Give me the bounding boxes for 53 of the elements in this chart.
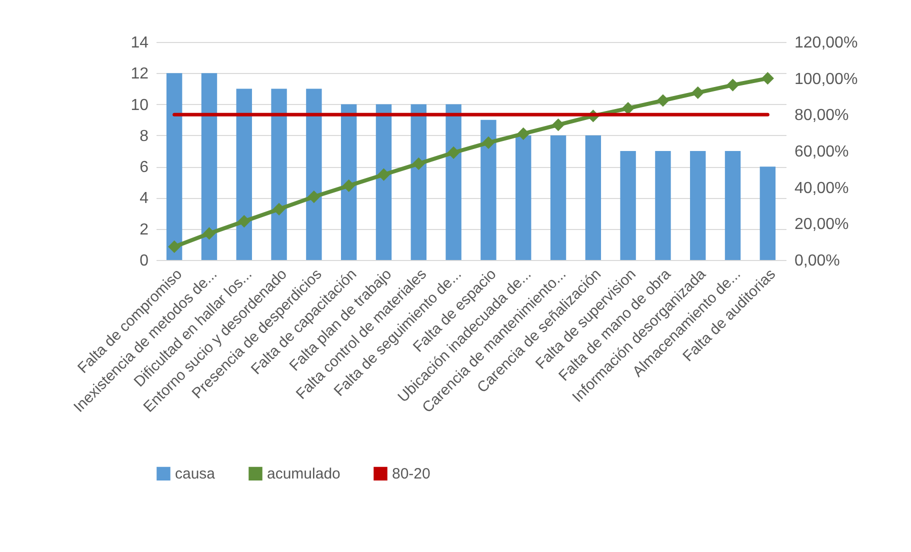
point bbox=[517, 128, 530, 140]
bar bbox=[516, 135, 532, 260]
point bbox=[482, 136, 494, 149]
point bbox=[238, 215, 250, 228]
bar bbox=[585, 135, 602, 260]
bar bbox=[376, 104, 392, 260]
legend-label: 80-20 bbox=[392, 466, 430, 483]
point bbox=[762, 72, 774, 84]
y-tick-label: 6 bbox=[140, 159, 149, 176]
y2-tick-label: 40,00% bbox=[794, 180, 849, 197]
y2-tick-label: 80,00% bbox=[794, 107, 849, 124]
bar bbox=[271, 88, 287, 260]
legend-label: acumulado bbox=[267, 466, 340, 483]
point bbox=[622, 102, 634, 114]
y2-tick-label: 100,00% bbox=[794, 70, 858, 88]
point bbox=[692, 86, 704, 99]
y-tick-label: 14 bbox=[130, 34, 149, 52]
bar bbox=[724, 151, 741, 260]
bar bbox=[655, 151, 671, 260]
y2-tick-label: 120,00% bbox=[794, 34, 858, 52]
y-tick-label: 2 bbox=[140, 221, 149, 238]
y-tick-label: 8 bbox=[140, 128, 149, 145]
point bbox=[552, 118, 564, 131]
bar bbox=[166, 73, 182, 260]
y-tick-label: 4 bbox=[140, 190, 149, 208]
legend-label: causa bbox=[175, 466, 216, 483]
point bbox=[203, 227, 216, 240]
bar bbox=[236, 88, 252, 260]
bar bbox=[480, 120, 496, 260]
bar bbox=[340, 104, 357, 260]
bar bbox=[620, 151, 636, 260]
y2-tick-label: 20,00% bbox=[794, 216, 849, 234]
point bbox=[656, 94, 669, 106]
y2-tick-label: 0,00% bbox=[794, 252, 840, 270]
bar bbox=[306, 88, 322, 260]
bar bbox=[446, 104, 462, 260]
y-tick-label: 12 bbox=[130, 66, 149, 83]
bar bbox=[201, 73, 218, 260]
point bbox=[448, 146, 460, 159]
point bbox=[308, 190, 320, 203]
point bbox=[273, 203, 286, 216]
point bbox=[726, 79, 739, 92]
bar bbox=[550, 135, 566, 260]
y-tick-label: 10 bbox=[130, 96, 149, 114]
y2-tick-label: 60,00% bbox=[794, 144, 849, 160]
point bbox=[378, 168, 390, 181]
y-tick-label: 0 bbox=[140, 252, 149, 270]
point bbox=[412, 158, 425, 170]
bar bbox=[760, 166, 776, 260]
point bbox=[342, 180, 355, 192]
bar bbox=[690, 151, 706, 260]
bar bbox=[410, 104, 426, 260]
point bbox=[168, 240, 180, 253]
